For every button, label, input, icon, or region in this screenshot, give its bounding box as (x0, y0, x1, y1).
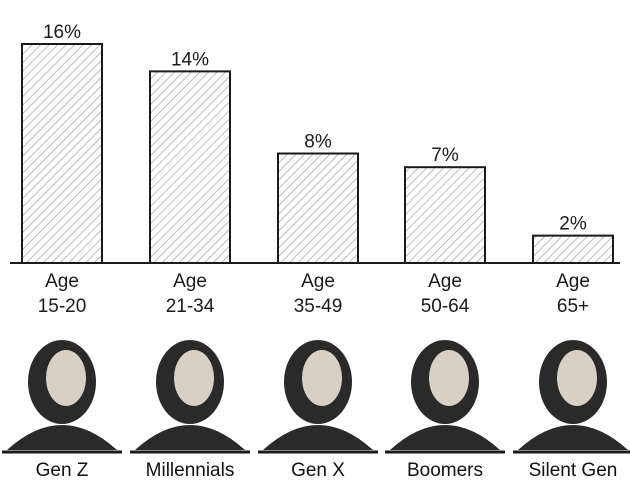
bar-3 (404, 166, 486, 264)
bar-4 (532, 234, 614, 264)
category-label-2-line-1: 35-49 (294, 296, 343, 317)
value-label-0: 16% (43, 22, 81, 43)
value-label-3: 7% (431, 145, 459, 166)
bar-0 (21, 43, 103, 264)
value-label-1: 14% (171, 49, 209, 70)
category-label-4-line-0: Age (556, 271, 590, 292)
category-label-0-line-0: Age (45, 271, 79, 292)
category-label-1-line-1: 21-34 (166, 296, 215, 317)
portrait-4 (518, 340, 628, 450)
bar-2 (277, 152, 359, 264)
portrait-1 (135, 340, 245, 450)
bar-1 (149, 70, 231, 264)
portrait-0 (7, 340, 117, 450)
value-label-4: 2% (559, 214, 587, 235)
portrait-2 (263, 340, 373, 450)
generation-label-0: Gen Z (36, 460, 89, 481)
category-label-3-line-1: 50-64 (421, 296, 470, 317)
category-label-3-line-0: Age (428, 271, 462, 292)
category-label-2-line-0: Age (301, 271, 335, 292)
category-label-4-line-1: 65+ (557, 296, 589, 317)
portrait-3 (390, 340, 500, 450)
generation-label-4: Silent Gen (529, 460, 618, 481)
category-label-1-line-0: Age (173, 271, 207, 292)
category-label-0-line-1: 15-20 (38, 296, 87, 317)
generation-label-2: Gen X (291, 460, 345, 481)
value-label-2: 8% (304, 132, 332, 153)
generation-label-3: Boomers (407, 460, 483, 481)
generation-label-1: Millennials (146, 460, 235, 481)
